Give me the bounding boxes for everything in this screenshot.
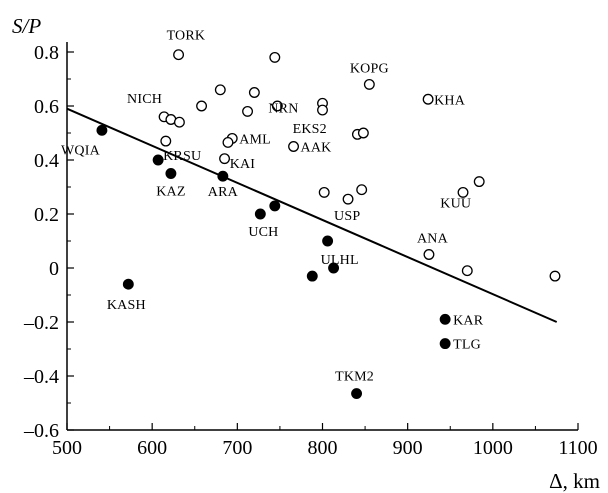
- point-label: TKM2: [335, 370, 374, 385]
- open-data-point: [473, 176, 485, 188]
- y-tick-label: –0.4: [23, 366, 59, 388]
- point-label: UCH: [248, 225, 278, 240]
- open-data-point: [242, 105, 254, 117]
- open-data-point: [214, 84, 226, 96]
- point-label: KUU: [440, 197, 471, 212]
- open-data-point: [422, 93, 434, 105]
- open-data-point: [549, 270, 561, 282]
- point-label: NRN: [268, 102, 298, 117]
- filled-data-point: [322, 235, 334, 247]
- point-label: KAI: [230, 157, 256, 172]
- filled-data-point: [269, 200, 281, 212]
- filled-data-point: [254, 208, 266, 220]
- open-data-point: [248, 87, 260, 98]
- open-data-point: [219, 153, 231, 165]
- filled-data-point: [328, 262, 340, 274]
- point-label: ARA: [208, 185, 239, 200]
- point-label: KRSU: [163, 149, 201, 164]
- x-axis-title: Δ, km: [549, 469, 600, 493]
- y-tick-label: 0.2: [34, 204, 59, 226]
- x-tick-label: 1000: [473, 437, 513, 459]
- open-data-point: [363, 78, 375, 90]
- open-data-point: [317, 104, 328, 116]
- point-label: TORK: [167, 29, 206, 44]
- filled-data-point: [351, 388, 363, 400]
- y-tick-label: 0: [49, 258, 59, 280]
- point-label: ULHL: [321, 253, 359, 268]
- open-data-point: [269, 51, 281, 63]
- regression-line: [66, 107, 558, 323]
- x-tick-label: 900: [393, 437, 423, 459]
- point-label: KHA: [434, 93, 466, 108]
- open-data-point: [196, 100, 208, 112]
- open-data-point: [342, 193, 354, 205]
- open-data-point: [288, 141, 299, 152]
- open-data-point: [356, 184, 368, 196]
- ticks: [66, 51, 579, 431]
- point-label: NICH: [127, 92, 162, 107]
- tick-labels: 500 600 700 800 900 1000 1100 0.8 0.6 0.4 0.2 0 –0.2…: [23, 42, 598, 459]
- point-label: AML: [239, 132, 271, 147]
- open-data-point: [457, 186, 469, 198]
- filled-data-point: [165, 168, 177, 179]
- filled-data-point: [439, 313, 451, 325]
- y-tick-label: 0.4: [34, 150, 59, 172]
- open-data-point: [160, 135, 172, 147]
- point-labels: TORK NRN KOPG KHA NICH AML AAK USP KUU ANA WQIA KRS…: [61, 29, 484, 385]
- open-data-point: [318, 186, 330, 198]
- open-data-point: [461, 265, 473, 277]
- filled-data-point: [152, 154, 164, 166]
- open-data-point: [173, 49, 185, 61]
- point-label: KOPG: [350, 61, 389, 76]
- x-tick-label: 800: [308, 437, 338, 459]
- x-tick-label: 700: [222, 437, 252, 459]
- filled-data-point: [96, 124, 108, 136]
- open-data-point: [222, 136, 234, 148]
- point-label: KASH: [107, 298, 146, 313]
- point-label: AAK: [301, 141, 332, 156]
- point-label: USP: [334, 209, 360, 224]
- open-data-point: [271, 100, 283, 112]
- point-label: ANA: [417, 232, 449, 247]
- filled-data-point: [217, 170, 229, 182]
- x-tick-label: 600: [137, 437, 167, 459]
- point-label: EKS2: [293, 122, 327, 137]
- y-tick-label: –0.6: [23, 420, 59, 442]
- y-axis-title: S/P: [12, 14, 41, 38]
- filled-data-point: [306, 270, 318, 282]
- open-data-point: [173, 116, 185, 128]
- filled-data-point: [122, 278, 134, 290]
- filled-data-point: [439, 338, 451, 350]
- y-tick-label: –0.2: [23, 312, 59, 334]
- y-tick-label: 0.8: [34, 42, 59, 64]
- point-label: KAZ: [156, 185, 185, 200]
- data-points: [96, 49, 561, 400]
- point-label: KAR: [453, 313, 484, 328]
- open-data-point: [357, 127, 369, 139]
- point-label: WQIA: [61, 143, 101, 158]
- y-tick-label: 0.6: [34, 96, 59, 118]
- x-tick-label: 1100: [558, 437, 597, 459]
- open-data-point: [423, 249, 435, 260]
- point-label: TLG: [453, 338, 481, 353]
- x-tick-label: 500: [52, 437, 82, 459]
